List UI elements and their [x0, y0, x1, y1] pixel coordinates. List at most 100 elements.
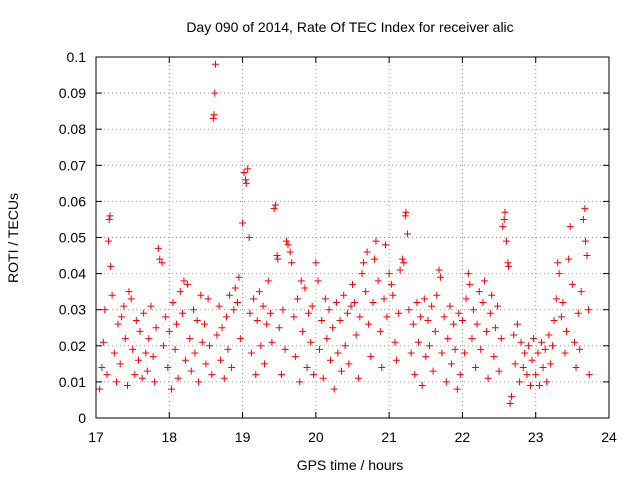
data-point	[497, 335, 505, 343]
data-point	[135, 356, 143, 364]
data-point	[336, 317, 344, 325]
data-point	[490, 353, 498, 361]
data-point	[466, 280, 474, 288]
data-point	[347, 302, 355, 310]
data-point	[363, 248, 371, 256]
data-point	[106, 212, 114, 220]
data-point	[486, 309, 494, 317]
data-point	[257, 342, 265, 350]
data-point	[286, 248, 294, 256]
data-point	[349, 280, 356, 288]
data-point	[579, 215, 587, 223]
data-point	[495, 367, 503, 375]
data-point	[530, 335, 538, 343]
data-point	[528, 356, 536, 364]
data-point	[510, 331, 518, 339]
y-tick-label: 0.04	[59, 266, 86, 282]
data-point	[435, 266, 443, 274]
data-point	[491, 324, 499, 332]
x-tick-label: 23	[528, 429, 544, 445]
data-point	[334, 349, 342, 357]
data-point	[272, 201, 280, 209]
data-point	[244, 165, 252, 173]
data-point	[312, 259, 320, 267]
data-point	[356, 313, 364, 321]
data-point	[222, 313, 230, 321]
x-tick-label: 21	[381, 429, 397, 445]
data-point	[154, 244, 162, 252]
data-point	[500, 215, 508, 223]
data-point	[396, 266, 404, 274]
data-point	[274, 255, 282, 263]
data-point	[178, 309, 186, 317]
data-point	[475, 288, 483, 296]
data-point	[541, 345, 549, 353]
data-point	[200, 320, 208, 328]
data-point	[380, 295, 388, 303]
data-point	[193, 317, 201, 325]
data-point	[186, 335, 194, 343]
data-point	[197, 291, 205, 299]
data-point	[235, 273, 243, 281]
data-point	[442, 378, 450, 386]
data-point	[444, 335, 452, 343]
data-point	[158, 259, 166, 267]
data-point	[220, 374, 228, 382]
data-point	[259, 302, 267, 310]
data-point	[211, 60, 219, 68]
y-tick-label: 0.05	[59, 230, 86, 246]
data-point	[511, 360, 519, 368]
data-points	[96, 60, 593, 408]
data-point	[358, 270, 366, 278]
data-point	[517, 338, 525, 346]
data-point	[143, 367, 151, 375]
data-point	[255, 288, 263, 296]
data-point	[101, 306, 109, 314]
data-point	[472, 363, 480, 371]
data-point	[455, 309, 463, 317]
data-point	[210, 111, 218, 119]
data-point	[288, 259, 296, 267]
data-point	[245, 234, 253, 241]
data-point	[169, 298, 177, 306]
y-tick-label: 0.09	[59, 85, 86, 101]
data-point	[198, 338, 206, 346]
data-point	[308, 302, 316, 310]
data-point	[120, 302, 128, 310]
data-point	[103, 371, 111, 379]
data-point	[180, 277, 188, 285]
data-point	[325, 306, 333, 314]
data-point	[191, 349, 199, 357]
x-tick-label: 19	[235, 429, 251, 445]
data-point	[409, 320, 417, 328]
data-point	[381, 241, 389, 249]
data-point	[110, 349, 118, 357]
data-point	[263, 320, 271, 328]
x-tick-label: 24	[601, 429, 617, 445]
data-point	[428, 302, 436, 310]
data-point	[464, 270, 472, 278]
data-point	[468, 335, 476, 343]
data-point	[477, 345, 485, 353]
data-point	[171, 345, 179, 353]
data-point	[327, 356, 335, 364]
data-point	[299, 327, 307, 335]
data-point	[422, 353, 430, 361]
data-point	[413, 298, 421, 306]
data-point	[562, 327, 570, 335]
data-point	[284, 241, 292, 249]
data-point	[458, 317, 466, 325]
data-point	[140, 309, 148, 317]
data-point	[209, 114, 217, 122]
data-point	[319, 374, 327, 382]
data-point	[519, 363, 527, 371]
data-point	[184, 280, 192, 288]
data-point	[323, 335, 331, 343]
data-point	[151, 378, 159, 386]
data-point	[524, 342, 532, 350]
data-point	[174, 374, 182, 382]
x-tick-label: 18	[161, 429, 177, 445]
data-point	[307, 338, 315, 346]
data-point	[167, 385, 175, 393]
